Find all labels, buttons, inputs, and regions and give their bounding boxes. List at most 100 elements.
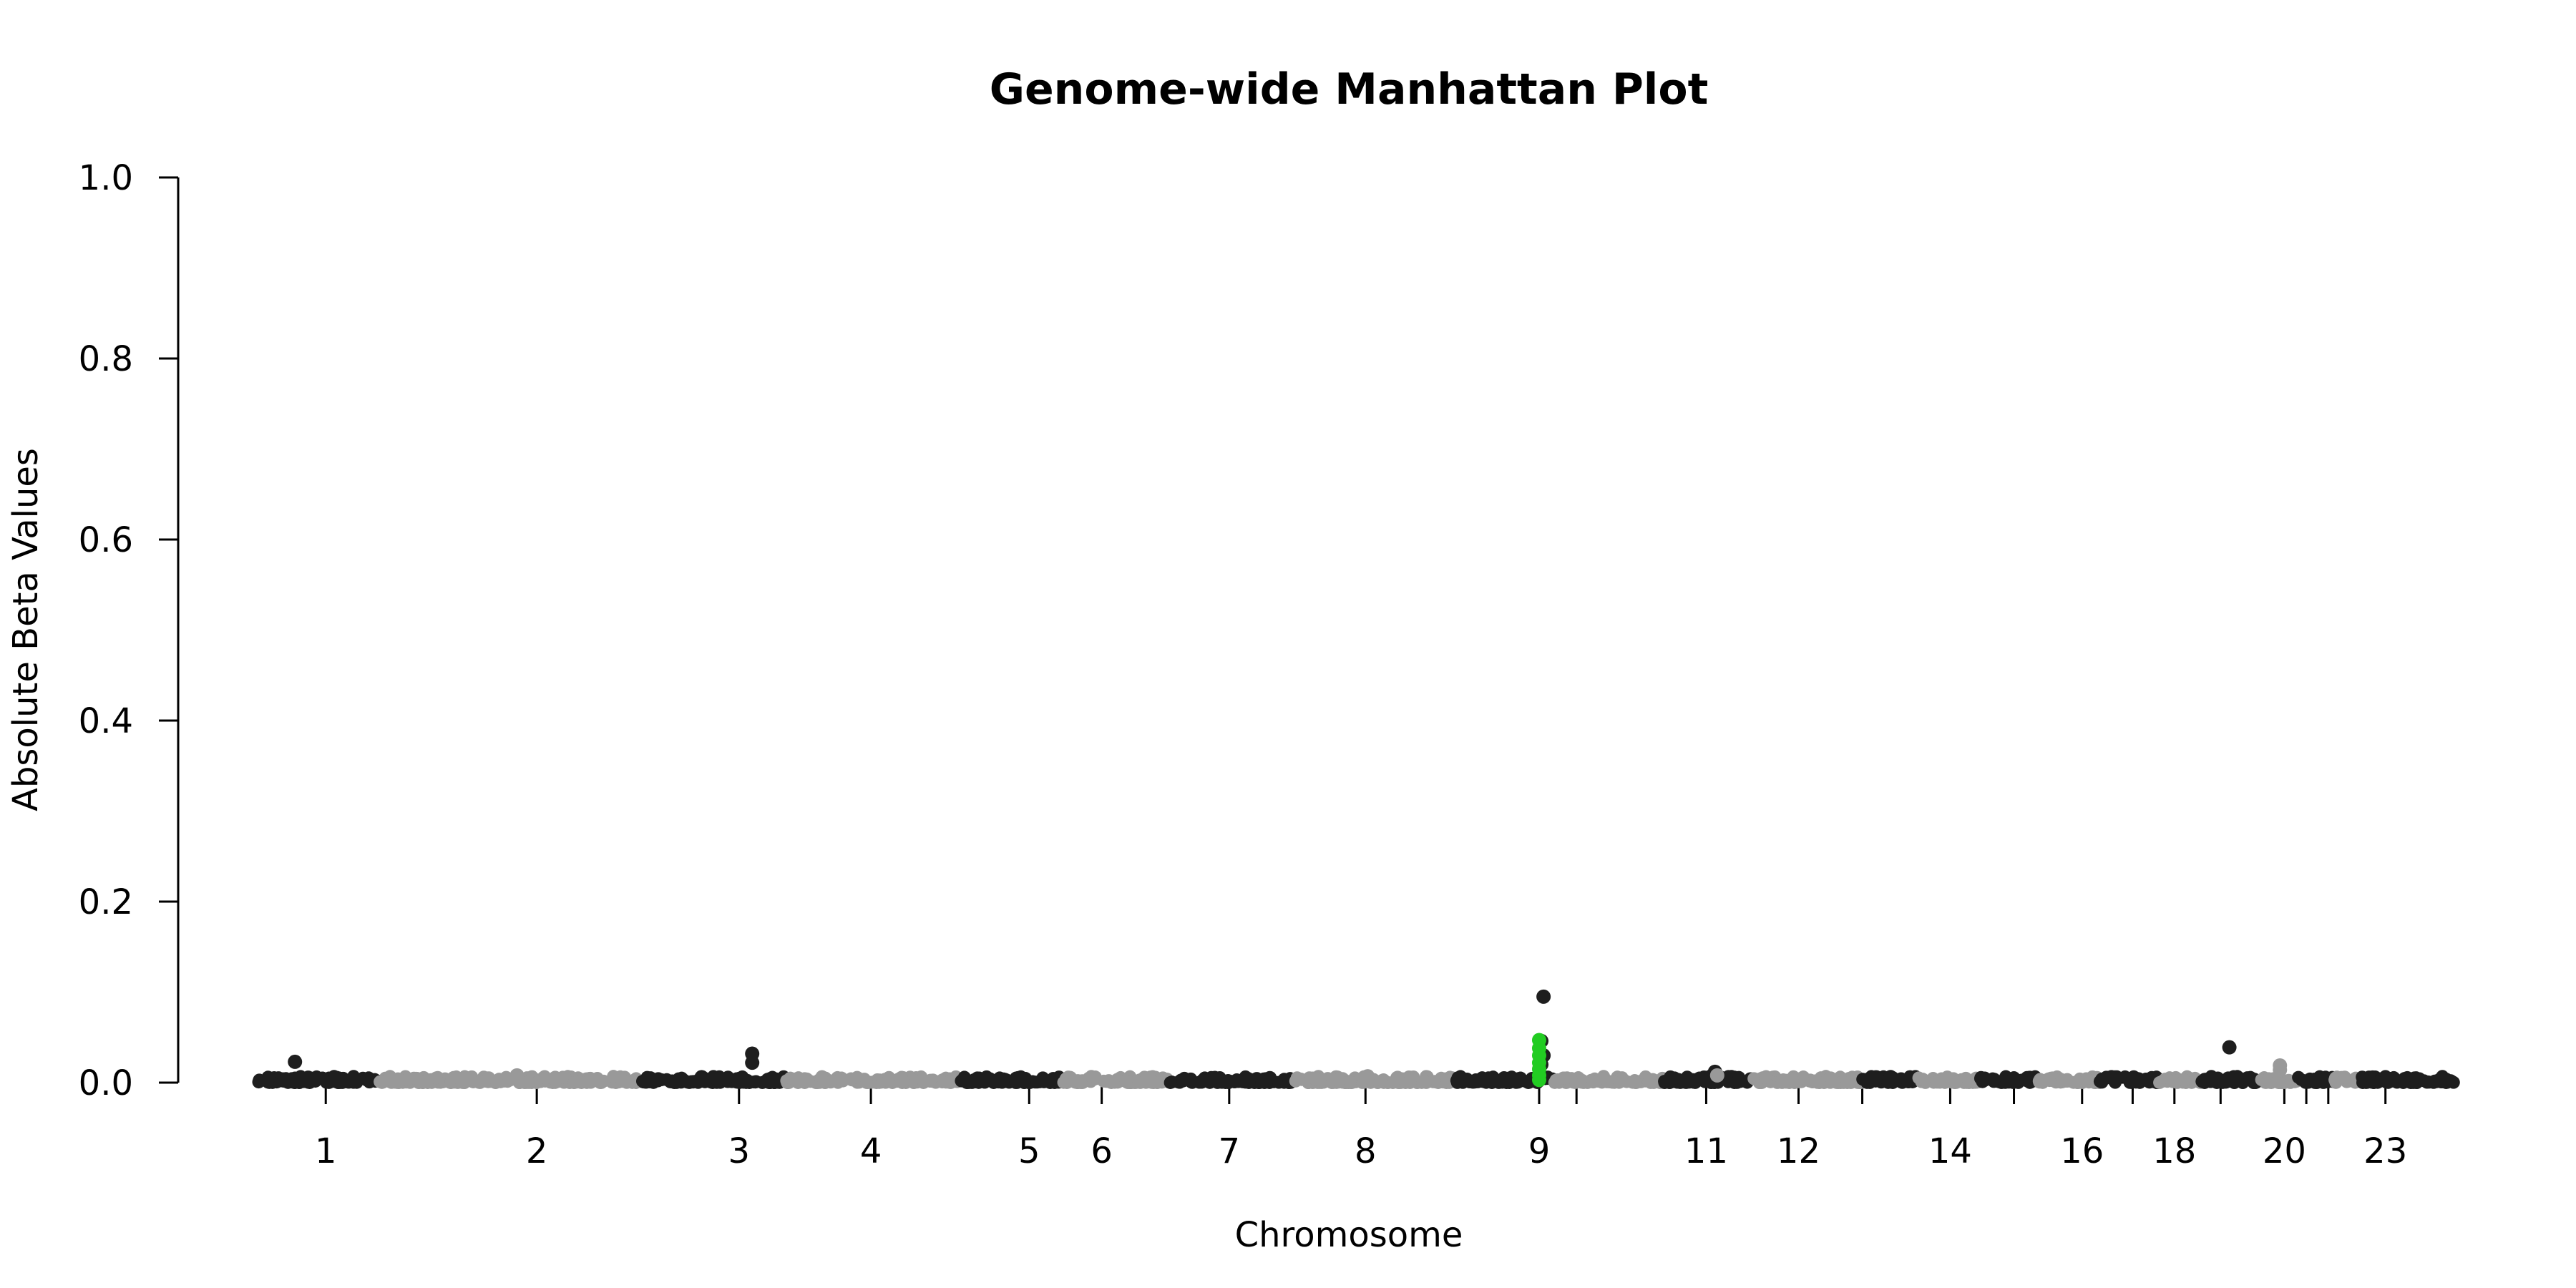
data-points [252, 989, 2460, 1089]
x-tick-label: 2 [526, 1131, 548, 1171]
data-point [2356, 1070, 2369, 1084]
data-point [1343, 1075, 1357, 1089]
data-point [2421, 1075, 2435, 1088]
data-point [547, 1071, 561, 1085]
data-point [447, 1070, 460, 1084]
data-point [489, 1075, 503, 1088]
x-tick-label: 11 [1684, 1131, 1728, 1171]
data-point [1988, 1073, 2001, 1086]
data-point [1130, 1075, 1143, 1089]
data-point [1289, 1074, 1302, 1088]
data-point [2434, 1075, 2448, 1088]
x-tick-label: 20 [2263, 1131, 2306, 1171]
data-point [2007, 1071, 2021, 1085]
data-point [1977, 1073, 1991, 1086]
data-point [967, 1073, 981, 1087]
data-point [1208, 1070, 1221, 1084]
data-point [2409, 1071, 2423, 1085]
data-point [2033, 1075, 2046, 1089]
data-point [917, 1075, 930, 1088]
data-point [1642, 1073, 1656, 1087]
data-point [892, 1072, 905, 1085]
x-tick-label: 3 [728, 1131, 750, 1171]
data-point [1709, 1068, 1724, 1083]
data-point [2153, 1075, 2167, 1089]
data-point [997, 1072, 1010, 1085]
data-point [2383, 1071, 2396, 1085]
y-tick-label: 0.0 [79, 1063, 133, 1103]
x-tick-label: 14 [1928, 1131, 1972, 1171]
data-point [1239, 1075, 1253, 1088]
data-point [573, 1075, 587, 1089]
data-point [1759, 1070, 1772, 1084]
data-point [1496, 1075, 1509, 1089]
data-point [1807, 1074, 1820, 1088]
y-tick-label: 0.6 [79, 520, 133, 560]
highlight-point [1531, 1073, 1546, 1088]
data-point [2396, 1075, 2410, 1089]
data-point [1255, 1075, 1269, 1088]
y-tick-label: 0.2 [79, 882, 133, 922]
x-tick-label: 16 [2060, 1131, 2104, 1171]
data-point [2177, 1073, 2191, 1087]
data-point [678, 1073, 691, 1087]
data-point [784, 1071, 797, 1085]
data-point [1419, 1075, 1433, 1089]
data-point [607, 1070, 620, 1083]
data-point [595, 1075, 608, 1089]
data-point [1668, 1071, 1682, 1085]
data-point [1486, 1074, 1500, 1088]
data-point [1184, 1072, 1198, 1085]
data-point [308, 1074, 322, 1088]
data-point [324, 1075, 338, 1088]
data-point [1073, 1075, 1086, 1088]
data-point [660, 1073, 673, 1086]
data-point [2043, 1074, 2057, 1088]
data-point [1163, 1075, 1177, 1089]
data-point [2273, 1063, 2288, 1078]
data-point [1228, 1075, 1241, 1089]
x-tick-label: 1 [315, 1131, 337, 1171]
data-point [294, 1070, 308, 1083]
data-point [1869, 1074, 1883, 1088]
data-point [374, 1075, 387, 1088]
data-point [2222, 1040, 2237, 1055]
data-point [416, 1075, 429, 1089]
x-axis-label: Chromosome [1235, 1215, 1463, 1255]
data-point [1916, 1073, 1930, 1086]
data-point [836, 1074, 850, 1088]
data-point [1360, 1069, 1375, 1084]
data-point [1596, 1071, 1610, 1085]
data-point [252, 1075, 265, 1089]
data-point [1840, 1075, 1854, 1089]
data-point [756, 1075, 769, 1089]
data-point [942, 1075, 956, 1089]
data-point [860, 1075, 874, 1089]
data-point [1517, 1074, 1531, 1088]
x-tick-label: 12 [1777, 1131, 1820, 1171]
data-point [1119, 1075, 1133, 1088]
data-point [1451, 1071, 1465, 1085]
x-tick-label: 9 [1528, 1131, 1551, 1171]
data-point [1722, 1075, 1735, 1088]
data-point [2134, 1074, 2147, 1088]
data-point [1057, 1075, 1070, 1089]
data-point [1088, 1070, 1102, 1084]
data-point [708, 1071, 722, 1085]
data-point [2329, 1075, 2343, 1089]
data-point [1779, 1075, 1792, 1089]
data-point [1375, 1074, 1388, 1088]
data-point [1145, 1075, 1158, 1088]
data-point [1404, 1070, 1418, 1084]
data-point [522, 1075, 535, 1088]
data-point [1558, 1071, 1571, 1085]
data-point [2224, 1073, 2238, 1086]
x-tick-label: 5 [1018, 1131, 1040, 1171]
data-point [509, 1068, 525, 1083]
data-point [336, 1075, 349, 1088]
data-point [1326, 1073, 1340, 1086]
data-point [1679, 1075, 1693, 1089]
data-point [1103, 1075, 1117, 1089]
x-tick-label: 23 [2363, 1131, 2407, 1171]
